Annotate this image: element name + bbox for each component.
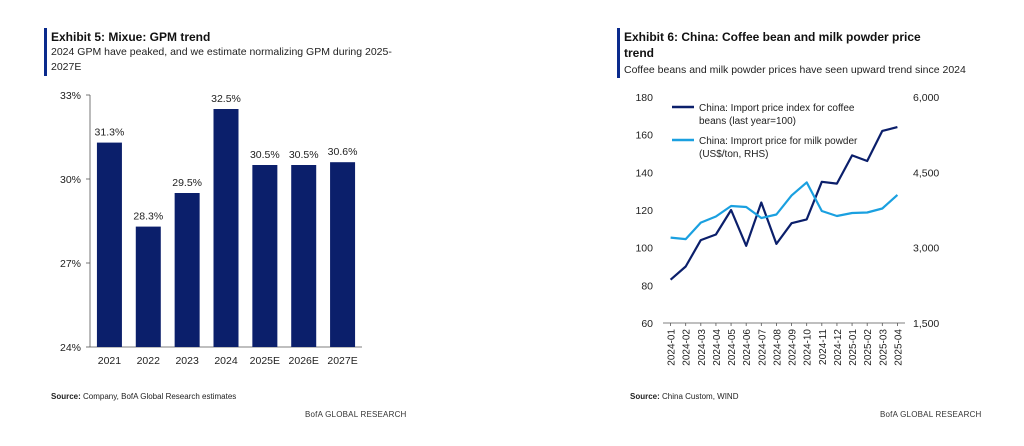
left-source: Source: Company, BofA Global Research es… [51, 392, 237, 401]
line-x-tick-label: 2024-02 [682, 329, 693, 366]
left-exhibit-title: Exhibit 5: Mixue: GPM trend [51, 30, 211, 44]
line-x-tick-label: 2025-03 [878, 329, 889, 366]
bar-x-tick-label: 2025E [250, 355, 280, 367]
right-source: Source: China Custom, WIND [630, 392, 739, 401]
bar [213, 109, 239, 347]
line-left-tick-label: 80 [641, 280, 653, 292]
bar-data-label: 30.6% [328, 146, 358, 158]
bar-x-tick-label: 2023 [175, 355, 199, 367]
bar-x-tick-label: 2027E [327, 355, 357, 367]
coffee-bean-series-line [669, 126, 898, 281]
left-footer: BofA GLOBAL RESEARCH [305, 410, 407, 419]
bar-data-label: 30.5% [289, 149, 319, 161]
line-x-tick-label: 2024-05 [727, 329, 738, 366]
bar-x-tick-label: 2024 [214, 355, 238, 367]
bar [135, 226, 161, 347]
bar-x-tick-label: 2022 [137, 355, 161, 367]
bar-data-label: 30.5% [250, 149, 280, 161]
bar [291, 165, 317, 347]
left-title-accent [44, 28, 47, 76]
price-line-chart: 60 80 100 120 140 160 180 1,500 3,000 4,500 6,000 2… [635, 92, 939, 366]
line-left-tick-label: 140 [635, 167, 653, 179]
line-x-tick-label: 2024-01 [667, 329, 678, 366]
line-x-tick-label: 2025-02 [863, 329, 874, 366]
legend-label: beans (last year=100) [699, 116, 796, 127]
line-right-tick-label: 3,000 [913, 243, 939, 255]
bar-y-tick-label: 30% [60, 174, 81, 186]
line-x-tick-label: 2024-12 [833, 329, 844, 366]
line-right-tick-label: 1,500 [913, 318, 939, 330]
line-x-tick-label: 2024-09 [788, 329, 799, 366]
line-left-tick-label: 180 [635, 92, 653, 104]
line-x-tick-label: 2025-04 [893, 329, 904, 366]
bar [96, 142, 122, 347]
right-exhibit-subtitle: Coffee beans and milk powder prices have… [624, 64, 966, 76]
legend-label: (US$/ton, RHS) [699, 149, 768, 160]
bar-y-tick-label: 33% [60, 90, 81, 102]
bar [252, 165, 278, 347]
left-exhibit-subtitle-line2: 2027E [51, 61, 82, 73]
right-footer: BofA GLOBAL RESEARCH [880, 410, 982, 419]
line-left-tick-label: 120 [635, 205, 653, 217]
line-x-tick-label: 2024-06 [742, 329, 753, 366]
legend-label: China: Imprort price for milk powder [699, 136, 858, 147]
right-exhibit-title-line2: trend [624, 46, 654, 60]
line-x-tick-label: 2024-07 [757, 329, 768, 366]
bar-data-label: 32.5% [211, 93, 241, 105]
bar-y-tick-label: 24% [60, 342, 81, 354]
line-left-tick-label: 100 [635, 243, 653, 255]
right-exhibit-title-line1: Exhibit 6: China: Coffee bean and milk p… [624, 30, 921, 44]
milk-powder-series-line [670, 181, 899, 241]
line-right-tick-label: 4,500 [913, 167, 939, 179]
line-left-tick-label: 60 [641, 318, 653, 330]
bar-data-label: 31.3% [95, 127, 125, 139]
line-x-tick-label: 2024-04 [712, 329, 723, 366]
bar-data-label: 29.5% [172, 177, 202, 189]
line-right-tick-label: 6,000 [913, 92, 939, 104]
line-x-tick-label: 2024-11 [818, 329, 829, 365]
right-title-accent [617, 28, 620, 78]
left-exhibit-subtitle-line1: 2024 GPM have peaked, and we estimate no… [51, 46, 392, 58]
gpm-bar-chart: 24% 27% 30% 33% 31.3% 2021 28.3% 2022 29.5% 2023 3… [60, 90, 362, 367]
line-x-tick-label: 2024-03 [697, 329, 708, 366]
line-x-tick-label: 2025-01 [848, 329, 859, 366]
bar-y-tick-label: 27% [60, 258, 81, 270]
bar-x-tick-label: 2021 [98, 355, 122, 367]
line-left-tick-label: 160 [635, 130, 653, 142]
bar [174, 193, 200, 347]
bar-x-tick-label: 2026E [289, 355, 319, 367]
bar [330, 162, 356, 347]
bar-data-label: 28.3% [133, 211, 163, 223]
legend-label: China: Import price index for coffee [699, 103, 855, 114]
line-x-tick-label: 2024-08 [772, 329, 783, 366]
line-x-tick-label: 2024-10 [803, 329, 814, 366]
